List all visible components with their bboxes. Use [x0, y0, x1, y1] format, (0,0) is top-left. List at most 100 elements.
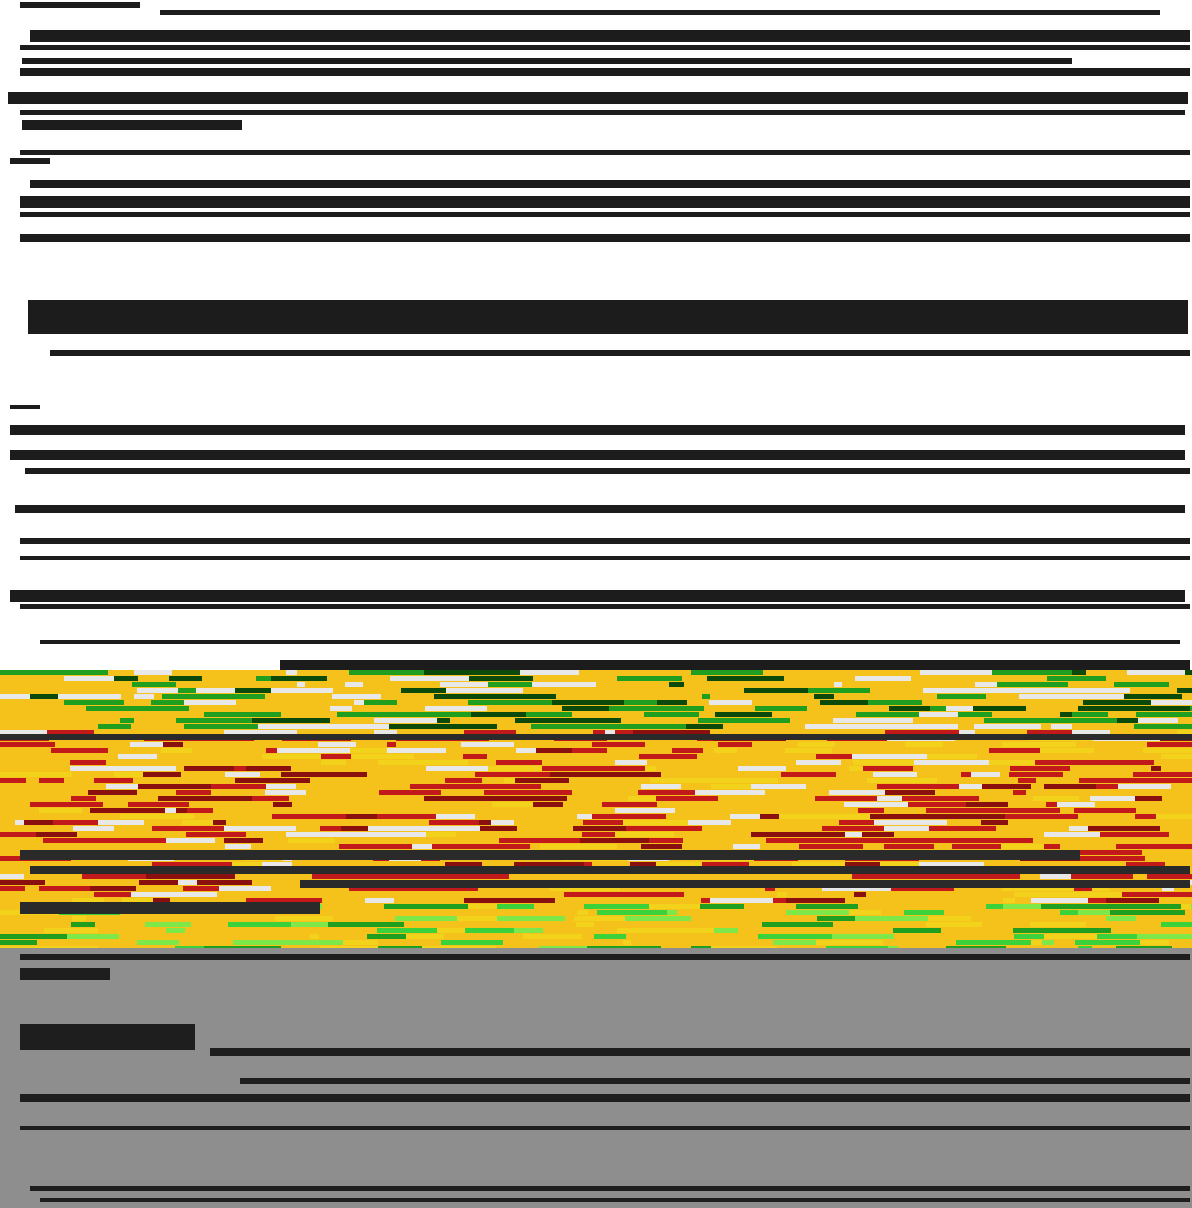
noise-block [688, 820, 731, 825]
noise-block [1028, 814, 1078, 819]
noise-block [615, 730, 633, 735]
noise-block [885, 730, 959, 735]
noise-block [532, 682, 596, 687]
noise-block [24, 820, 53, 825]
noise-block [0, 778, 26, 783]
noise-block [424, 796, 491, 801]
noise-block [1162, 886, 1174, 891]
noise-block [286, 670, 297, 675]
noise-block [0, 874, 24, 879]
dark-stripe [30, 866, 1190, 874]
noise-block [389, 724, 444, 729]
noise-block [1122, 892, 1192, 897]
noise-block [412, 676, 469, 681]
noise-block [730, 814, 760, 819]
noise-block [490, 670, 520, 675]
noise-block [773, 940, 816, 945]
noise-block [799, 844, 863, 849]
noise-block [982, 784, 1031, 789]
noise-block [507, 760, 542, 765]
noise-block [904, 910, 944, 915]
noise-block [469, 676, 533, 681]
noise-block [615, 808, 675, 813]
noise-block [163, 742, 183, 747]
noise-block [484, 790, 548, 795]
noise-block [623, 820, 688, 825]
noise-block [246, 898, 322, 903]
noise-block [425, 706, 487, 711]
noise-block [1071, 874, 1123, 879]
noise-block [927, 754, 977, 759]
line-bar [280, 660, 1190, 670]
noise-block [271, 676, 327, 681]
noise-block [1124, 694, 1182, 699]
noise-block [1147, 742, 1192, 747]
noise-block [169, 676, 202, 681]
noise-block [211, 784, 266, 789]
noise-block [265, 790, 306, 795]
noise-block [670, 706, 704, 711]
noise-block [946, 946, 1006, 948]
noise-block [626, 826, 702, 831]
noise-block [975, 682, 997, 687]
noise-block [350, 748, 379, 753]
noise-block [47, 730, 94, 735]
noise-block [989, 760, 1035, 765]
noise-block [516, 748, 536, 753]
noise-block [762, 922, 833, 927]
noise-block [349, 670, 424, 675]
noise-block [1106, 898, 1134, 903]
noise-block [0, 670, 74, 675]
noise-block [624, 700, 657, 705]
noise-block [36, 832, 77, 837]
noise-block [88, 790, 137, 795]
noise-block [877, 838, 949, 843]
noise-block [157, 940, 179, 945]
noise-block [1137, 934, 1192, 939]
noise-block [891, 886, 954, 891]
noise-block [491, 796, 567, 801]
noise-block [160, 802, 189, 807]
noise-block [390, 676, 412, 681]
noise-block [855, 676, 911, 681]
noise-block [176, 838, 215, 843]
noise-block [1069, 826, 1088, 831]
gray-line-bar [240, 1078, 1190, 1084]
noise-block [641, 784, 681, 789]
noise-block [468, 700, 537, 705]
noise-block [956, 940, 1031, 945]
noise-block [805, 724, 861, 729]
noise-block [196, 688, 235, 693]
noise-block [169, 862, 232, 867]
noise-block [549, 886, 620, 891]
noise-block [986, 904, 1003, 909]
noise-block [275, 916, 333, 921]
noise-block [372, 874, 388, 879]
noise-block [897, 766, 913, 771]
noise-block [839, 820, 874, 825]
noise-block [204, 946, 281, 948]
noise-block [952, 844, 1001, 849]
noise-block [379, 748, 387, 753]
noise-block [925, 784, 938, 789]
noise-block [1057, 670, 1072, 675]
noise-block [820, 700, 868, 705]
noise-block [39, 778, 64, 783]
document-region [8, 2, 1190, 670]
noise-block [815, 796, 877, 801]
noise-block [808, 688, 870, 693]
noise-block [488, 766, 542, 771]
noise-block [480, 826, 506, 831]
noise-block [0, 934, 67, 939]
noise-block [82, 874, 146, 879]
noise-block [572, 748, 607, 753]
noise-block [134, 670, 172, 675]
noise-block [796, 904, 858, 909]
noise-block [1088, 826, 1160, 831]
noise-block [365, 898, 394, 903]
noise-block [224, 838, 263, 843]
noise-block [0, 694, 30, 699]
noise-block [74, 670, 108, 675]
noise-block [70, 766, 114, 771]
noise-block [58, 694, 85, 699]
